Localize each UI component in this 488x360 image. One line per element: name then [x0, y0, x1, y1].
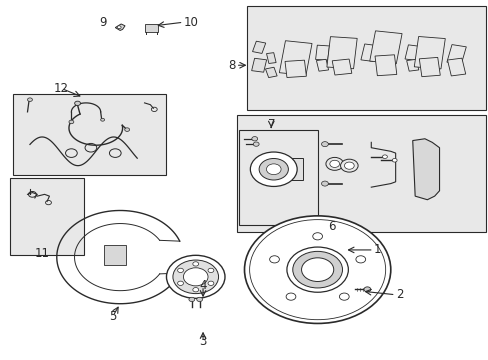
Circle shape: [266, 164, 281, 175]
Text: 12: 12: [54, 82, 69, 95]
Circle shape: [166, 255, 224, 298]
Circle shape: [391, 158, 396, 162]
Text: 9: 9: [99, 16, 106, 29]
Circle shape: [183, 268, 207, 286]
Circle shape: [312, 233, 322, 240]
Circle shape: [124, 128, 129, 131]
Circle shape: [207, 281, 213, 285]
Text: 2: 2: [395, 288, 402, 301]
Polygon shape: [279, 41, 311, 76]
Bar: [237, 116, 485, 232]
Circle shape: [207, 268, 213, 273]
Bar: [144, 24, 158, 32]
Circle shape: [177, 268, 183, 273]
Polygon shape: [265, 67, 277, 78]
Polygon shape: [374, 55, 396, 76]
Circle shape: [301, 258, 333, 282]
Polygon shape: [315, 45, 329, 60]
Polygon shape: [266, 53, 276, 63]
Circle shape: [173, 260, 218, 294]
Circle shape: [269, 256, 279, 263]
Circle shape: [292, 251, 342, 288]
Polygon shape: [360, 44, 376, 62]
Text: 6: 6: [328, 220, 335, 233]
Circle shape: [340, 159, 357, 172]
Polygon shape: [404, 45, 420, 60]
Bar: [246, 6, 485, 110]
Circle shape: [321, 141, 328, 147]
Polygon shape: [326, 37, 356, 69]
Bar: [278, 158, 303, 180]
Bar: [104, 246, 126, 265]
Circle shape: [344, 162, 353, 169]
Text: 10: 10: [183, 16, 198, 29]
Circle shape: [325, 157, 343, 170]
Circle shape: [286, 247, 347, 292]
Text: 1: 1: [373, 243, 381, 256]
Circle shape: [244, 216, 390, 323]
Polygon shape: [447, 58, 465, 76]
Circle shape: [75, 101, 81, 105]
Bar: [13, 94, 166, 175]
Text: 3: 3: [199, 335, 206, 348]
Circle shape: [101, 118, 104, 121]
Circle shape: [253, 142, 259, 146]
Polygon shape: [252, 41, 265, 53]
Circle shape: [177, 281, 183, 285]
Polygon shape: [412, 139, 439, 200]
Circle shape: [192, 288, 198, 292]
Polygon shape: [285, 60, 306, 77]
Circle shape: [117, 26, 121, 29]
Polygon shape: [369, 31, 401, 64]
Text: 11: 11: [35, 247, 50, 260]
Text: 8: 8: [228, 59, 235, 72]
Circle shape: [285, 293, 295, 300]
Circle shape: [69, 120, 74, 124]
Circle shape: [329, 160, 339, 167]
Circle shape: [196, 297, 202, 302]
Text: 5: 5: [109, 310, 116, 323]
Polygon shape: [331, 59, 351, 75]
Polygon shape: [316, 59, 328, 71]
Circle shape: [250, 152, 297, 186]
Circle shape: [192, 262, 198, 266]
Text: 4: 4: [199, 279, 206, 292]
Polygon shape: [251, 58, 266, 72]
Polygon shape: [418, 57, 439, 77]
Bar: [238, 130, 317, 225]
Text: 7: 7: [267, 118, 275, 131]
Polygon shape: [406, 59, 418, 71]
Circle shape: [355, 256, 365, 263]
Circle shape: [188, 297, 194, 302]
Bar: [10, 178, 83, 255]
Circle shape: [251, 136, 257, 141]
Circle shape: [321, 181, 328, 186]
Polygon shape: [446, 45, 466, 64]
Polygon shape: [115, 24, 125, 31]
Circle shape: [339, 293, 348, 300]
Circle shape: [382, 155, 386, 158]
Circle shape: [363, 287, 370, 292]
Circle shape: [259, 158, 288, 180]
Circle shape: [27, 98, 32, 102]
Polygon shape: [413, 36, 445, 69]
